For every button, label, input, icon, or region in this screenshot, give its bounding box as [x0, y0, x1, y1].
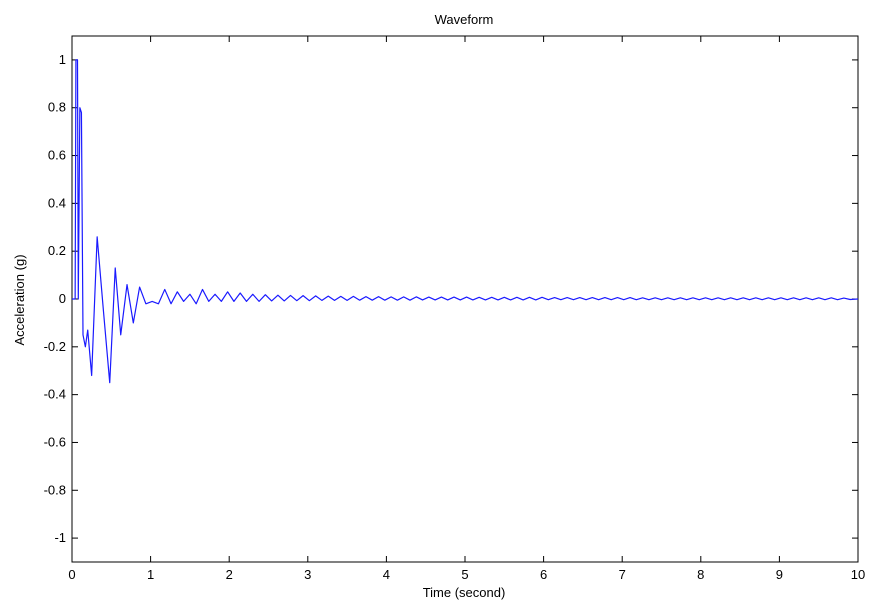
x-axis: 0 1 2 3 4 5 6 7 8 9 10	[68, 36, 865, 582]
y-tick-label: -1	[54, 530, 66, 545]
y-tick-label: -0.4	[44, 387, 66, 402]
x-tick-label: 1	[147, 567, 154, 582]
y-tick-label: 0	[59, 291, 66, 306]
y-axis: -1 -0.8 -0.6 -0.4 -0.2 0 0.2 0.4 0.6 0.8 1	[44, 52, 858, 545]
x-tick-label: 0	[68, 567, 75, 582]
x-tick-label: 8	[697, 567, 704, 582]
x-tick-label: 2	[226, 567, 233, 582]
y-tick-label: -0.8	[44, 482, 66, 497]
chart-title: Waveform	[435, 12, 494, 27]
x-tick-label: 9	[776, 567, 783, 582]
y-tick-label: 0.4	[48, 195, 66, 210]
series-line	[72, 59, 859, 384]
y-tick-label: -0.2	[44, 339, 66, 354]
x-tick-label: 10	[851, 567, 865, 582]
y-tick-label: 0.6	[48, 148, 66, 163]
y-tick-label: 0.2	[48, 243, 66, 258]
x-axis-title: Time (second)	[423, 585, 506, 600]
y-tick-label: 1	[59, 52, 66, 67]
y-axis-title: Acceleration (g)	[12, 254, 27, 345]
x-tick-label: 6	[540, 567, 547, 582]
x-tick-label: 3	[304, 567, 311, 582]
x-tick-label: 4	[383, 567, 390, 582]
y-tick-label: -0.6	[44, 434, 66, 449]
x-tick-label: 7	[619, 567, 626, 582]
x-tick-label: 5	[461, 567, 468, 582]
y-tick-label: 0.8	[48, 100, 66, 115]
